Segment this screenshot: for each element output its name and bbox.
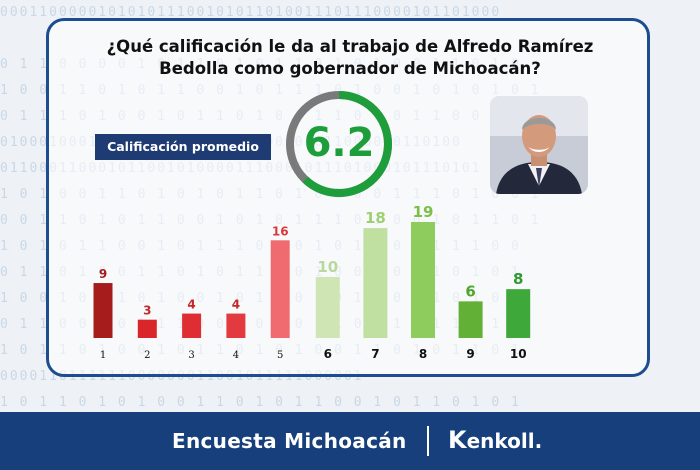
bar-6 xyxy=(315,276,340,338)
tick-label-1: 1 xyxy=(100,350,106,361)
data-label-2: 3 xyxy=(143,304,151,318)
footer-separator xyxy=(427,426,429,456)
data-label-8: 19 xyxy=(413,203,434,221)
tick-label-10: 10 xyxy=(510,347,527,361)
tick-label-4: 4 xyxy=(233,350,239,361)
data-label-10: 8 xyxy=(513,270,523,288)
gauge-arc xyxy=(286,91,392,197)
tick-label-9: 9 xyxy=(466,347,474,361)
tick-label-3: 3 xyxy=(188,350,194,361)
bar-8 xyxy=(411,222,435,338)
governor-photo xyxy=(490,96,588,194)
bar-9 xyxy=(458,301,483,338)
chart-card xyxy=(46,18,650,377)
average-value: 6.2 xyxy=(303,120,375,166)
data-label-4: 4 xyxy=(232,298,240,312)
average-label: Calificación promedio xyxy=(95,134,271,160)
footer-survey-title: Encuesta Michoacán xyxy=(172,429,407,453)
footer-bar: Encuesta Michoacán Kenkoll. xyxy=(0,412,700,470)
bar-5 xyxy=(270,240,290,338)
data-label-6: 10 xyxy=(317,258,338,276)
data-label-3: 4 xyxy=(187,298,195,312)
bar-4 xyxy=(226,313,246,338)
average-gauge xyxy=(286,91,392,197)
enkoll-logo: Kenkoll. xyxy=(448,426,543,454)
question-title: ¿Qué calificación le da al trabajo de Al… xyxy=(106,37,594,78)
tick-label-7: 7 xyxy=(371,347,379,361)
bar-3 xyxy=(182,313,202,338)
bar-2 xyxy=(137,319,157,338)
data-label-5: 16 xyxy=(272,224,289,238)
data-label-1: 9 xyxy=(99,267,107,281)
data-label-9: 6 xyxy=(465,282,475,300)
rating-bar-chart: 9 1 3 2 4 3 4 4 16 5 10 6 18 7 19 8 6 9 8 10 xyxy=(93,203,531,361)
tick-label-2: 2 xyxy=(144,350,150,361)
bar-1 xyxy=(93,283,113,338)
bar-7 xyxy=(363,228,388,338)
bar-10 xyxy=(506,289,531,338)
tick-label-5: 5 xyxy=(277,350,283,361)
tick-label-8: 8 xyxy=(419,347,427,361)
data-label-7: 18 xyxy=(365,209,386,227)
tick-label-6: 6 xyxy=(324,347,332,361)
